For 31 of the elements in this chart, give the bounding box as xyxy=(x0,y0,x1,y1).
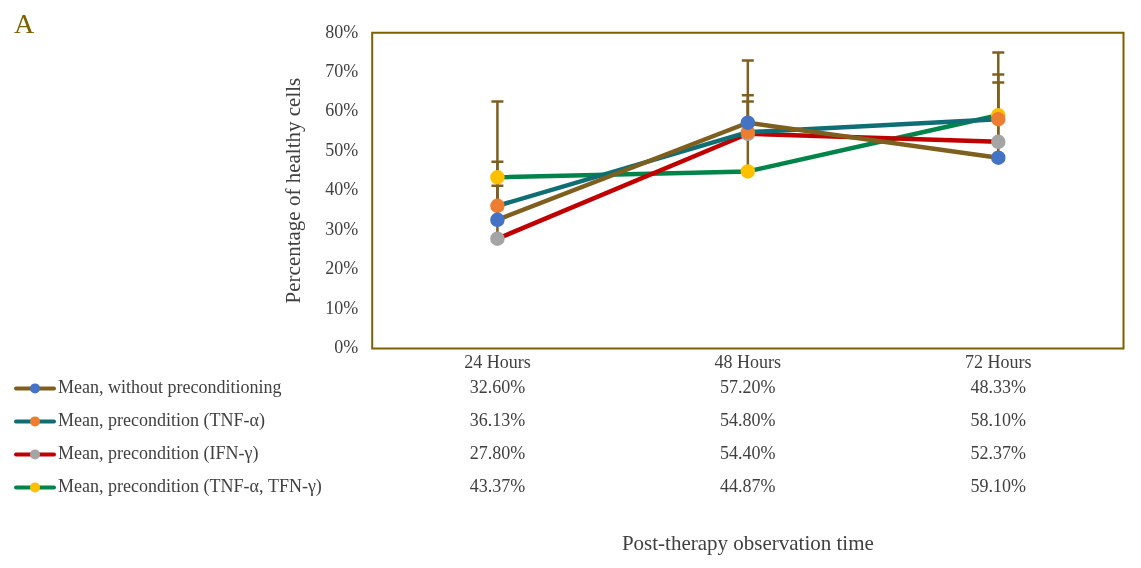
data-label: 32.60% xyxy=(469,377,526,398)
data-label: 54.40% xyxy=(720,443,776,464)
data-label: 44.87% xyxy=(720,476,776,497)
text: A xyxy=(14,8,35,40)
data-label: 36.13% xyxy=(469,410,526,431)
y-tick-label: 0% xyxy=(334,337,359,358)
y-axis-title: Percentage of healthy cells xyxy=(281,77,306,304)
data-label: 43.37% xyxy=(469,476,526,497)
data-label: 58.10% xyxy=(970,410,1027,431)
legend-label: Mean, precondition (TNF-α, TFN-γ) xyxy=(58,476,322,498)
y-tick-label: 50% xyxy=(325,139,359,160)
data-label: 48.33% xyxy=(970,377,1027,398)
data-label: 54.80% xyxy=(720,410,776,431)
y-tick-label: 40% xyxy=(325,179,359,200)
x-tick-label: 72 Hours xyxy=(965,351,1032,372)
y-tick-label: 70% xyxy=(325,60,359,81)
legend-label: Mean, precondition (TNF-α) xyxy=(58,410,265,432)
y-tick-label: 20% xyxy=(325,258,359,279)
y-tick-label: 30% xyxy=(325,218,359,239)
y-tick-label: 80% xyxy=(325,21,359,42)
y-tick-label: 60% xyxy=(325,100,359,121)
x-tick-label: 24 Hours xyxy=(464,351,531,372)
legend-label: Mean, without preconditioning xyxy=(58,377,282,398)
y-tick-label: 10% xyxy=(325,297,359,318)
text: Post-therapy observation time xyxy=(621,530,874,555)
data-label: 57.20% xyxy=(720,377,776,398)
legend-label: Mean, precondition (IFN-γ) xyxy=(58,443,259,465)
data-label: 27.80% xyxy=(469,443,526,464)
data-label: 52.37% xyxy=(970,443,1027,464)
x-tick-label: 48 Hours xyxy=(714,351,782,372)
data-label: 59.10% xyxy=(970,476,1027,497)
